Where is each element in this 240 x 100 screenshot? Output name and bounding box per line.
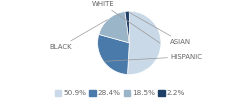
Text: BLACK: BLACK	[50, 20, 107, 50]
Wedge shape	[99, 12, 129, 43]
Legend: 50.9%, 28.4%, 18.5%, 2.2%: 50.9%, 28.4%, 18.5%, 2.2%	[55, 90, 185, 96]
Wedge shape	[125, 11, 129, 43]
Text: WHITE: WHITE	[92, 2, 160, 43]
Text: ASIAN: ASIAN	[128, 12, 192, 45]
Wedge shape	[98, 34, 129, 74]
Wedge shape	[127, 11, 161, 74]
Text: HISPANIC: HISPANIC	[105, 54, 202, 61]
